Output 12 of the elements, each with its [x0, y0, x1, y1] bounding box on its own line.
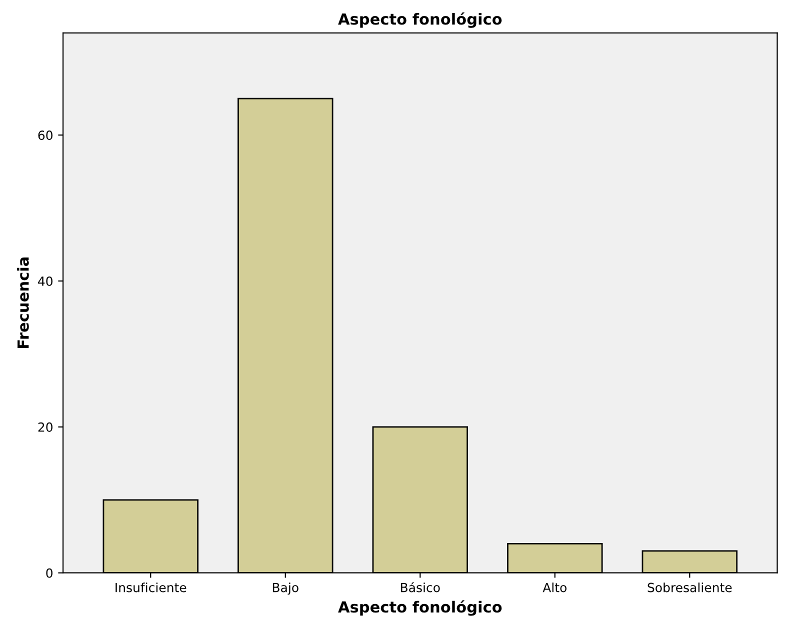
- chart-title: Aspecto fonológico: [338, 12, 502, 28]
- x-tick-label: Básico: [401, 582, 440, 592]
- x-tick-label: Sobresaliente: [648, 582, 732, 592]
- x-axis-title: Aspecto fonológico: [338, 600, 502, 616]
- y-tick-label: 60: [38, 130, 52, 140]
- y-tick-label: 20: [38, 422, 52, 432]
- x-tick-label: Alto: [542, 582, 567, 592]
- x-tick-label: Bajo: [272, 582, 298, 595]
- y-tick-label: 40: [38, 276, 52, 286]
- y-tick-label: 0: [46, 568, 52, 578]
- y-axis-title: Frecuencia: [17, 258, 29, 348]
- x-tick-label: Insuficiente: [116, 582, 186, 592]
